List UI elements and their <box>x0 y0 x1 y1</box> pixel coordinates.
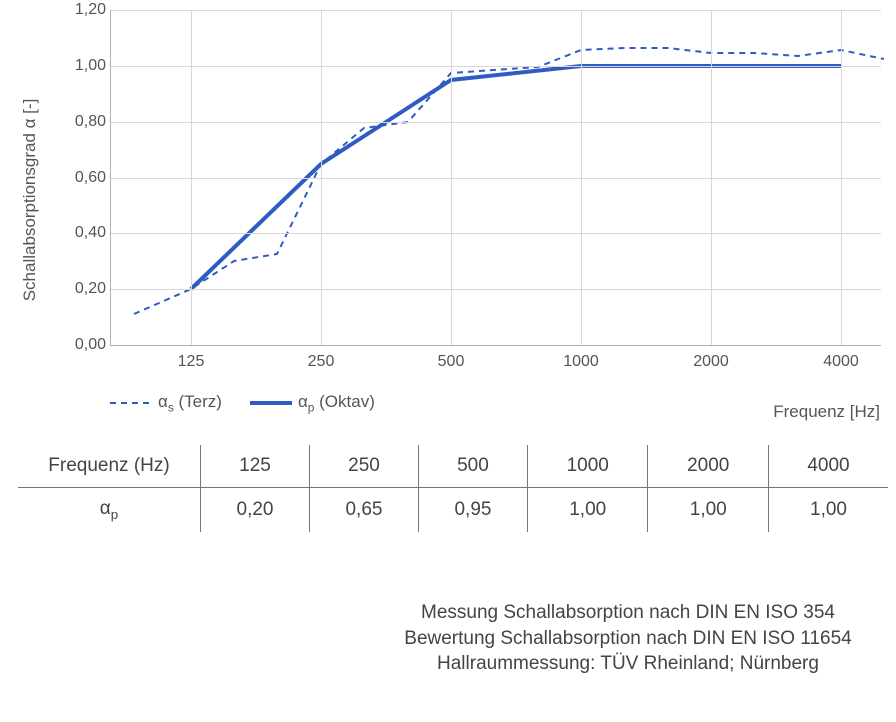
table-col-header: 250 <box>309 445 418 488</box>
gridline-v <box>711 10 712 345</box>
table-col-header: 500 <box>418 445 527 488</box>
gridline-h <box>111 289 881 290</box>
gridline-v <box>841 10 842 345</box>
y-tick-label: 1,00 <box>61 57 106 75</box>
x-tick-label: 125 <box>178 353 205 371</box>
series-alpha-s <box>134 48 884 314</box>
y-tick-label: 0,80 <box>61 113 106 131</box>
gridline-h <box>111 122 881 123</box>
table-header-row: Frequenz (Hz) 125250500100020004000 <box>18 445 888 488</box>
x-tick-label: 500 <box>438 353 465 371</box>
chart-legend: αs (Terz) αp (Oktav) <box>110 392 375 414</box>
gridline-h <box>111 233 881 234</box>
x-tick-label: 1000 <box>563 353 599 371</box>
x-tick-label: 4000 <box>823 353 859 371</box>
x-axis-label: Frequenz [Hz] <box>773 402 880 422</box>
gridline-v <box>451 10 452 345</box>
gridline-v <box>191 10 192 345</box>
plot-area: 0,000,200,400,600,801,001,20125250500100… <box>110 10 881 346</box>
y-tick-label: 0,40 <box>61 224 106 242</box>
table-col-header: 4000 <box>769 445 888 488</box>
table-col-header: 125 <box>201 445 310 488</box>
legend-item-alpha-s: αs (Terz) <box>110 392 222 414</box>
gridline-v <box>321 10 322 345</box>
y-tick-label: 1,20 <box>61 1 106 19</box>
gridline-h <box>111 178 881 179</box>
table-cell: 1,00 <box>769 488 888 532</box>
absorption-chart: Schallabsorptionsgrad α [-] 0,000,200,40… <box>50 10 880 390</box>
absorption-table: Frequenz (Hz) 125250500100020004000 αp 0… <box>18 445 888 532</box>
legend-label-alpha-p: αp (Oktav) <box>298 392 375 414</box>
table-cell: 1,00 <box>648 488 769 532</box>
table-cell: 0,65 <box>309 488 418 532</box>
y-tick-label: 0,00 <box>61 336 106 354</box>
footnote-line: Messung Schallabsorption nach DIN EN ISO… <box>404 600 851 626</box>
footnotes: Messung Schallabsorption nach DIN EN ISO… <box>0 600 896 685</box>
y-tick-label: 0,20 <box>61 280 106 298</box>
table-cell: 1,00 <box>527 488 648 532</box>
table-row-label: αp <box>18 488 201 532</box>
footnote-line: Bewertung Schallabsorption nach DIN EN I… <box>404 626 851 652</box>
table-col-header: 2000 <box>648 445 769 488</box>
x-tick-label: 2000 <box>693 353 729 371</box>
table-value-row: αp 0,200,650,951,001,001,00 <box>18 488 888 532</box>
footnote-line: Hallraummessung: TÜV Rheinland; Nürnberg <box>404 651 851 677</box>
legend-label-alpha-s: αs (Terz) <box>158 392 222 414</box>
y-tick-label: 0,60 <box>61 169 106 187</box>
page-root: Schallabsorptionsgrad α [-] 0,000,200,40… <box>0 0 896 722</box>
table-header-label: Frequenz (Hz) <box>18 445 201 488</box>
table-col-header: 1000 <box>527 445 648 488</box>
gridline-h <box>111 66 881 67</box>
table-cell: 0,20 <box>201 488 310 532</box>
y-axis-label: Schallabsorptionsgrad α [-] <box>20 99 40 302</box>
legend-swatch-dashed <box>110 394 152 412</box>
gridline-h <box>111 10 881 11</box>
legend-item-alpha-p: αp (Oktav) <box>250 392 375 414</box>
gridline-v <box>581 10 582 345</box>
x-tick-label: 250 <box>308 353 335 371</box>
legend-swatch-solid <box>250 394 292 412</box>
table-cell: 0,95 <box>418 488 527 532</box>
